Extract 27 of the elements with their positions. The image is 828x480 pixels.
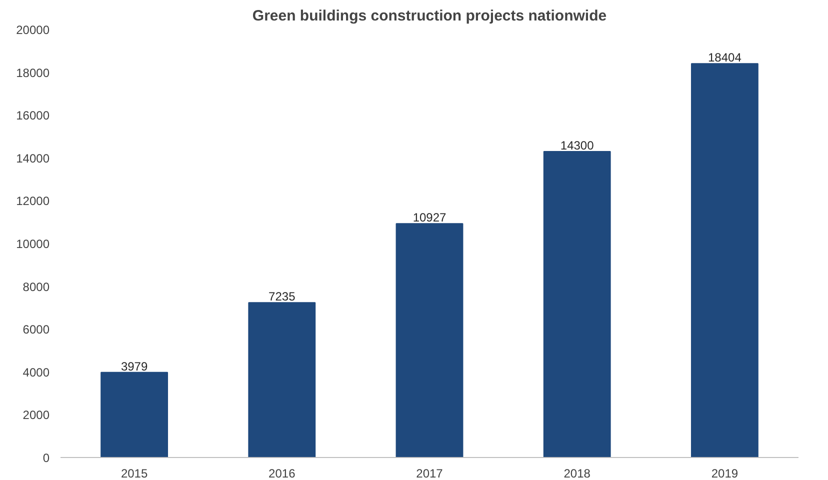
y-tick-label: 2000 <box>22 408 50 422</box>
data-label: 10927 <box>412 210 447 225</box>
x-tick-label: 2018 <box>564 466 591 480</box>
x-tick-label: 2017 <box>416 466 444 480</box>
y-tick-label: 10000 <box>16 237 50 251</box>
bar <box>396 223 464 458</box>
y-tick-label: 18000 <box>16 66 50 80</box>
bar <box>100 372 168 458</box>
data-label: 14300 <box>560 138 594 152</box>
bar <box>690 63 758 458</box>
data-label: 18404 <box>708 50 742 65</box>
y-tick-label: 16000 <box>16 108 50 123</box>
data-label: 7235 <box>268 290 296 304</box>
y-tick-label: 8000 <box>22 280 50 294</box>
chart-title: Green buildings construction projects nationwide <box>252 8 607 24</box>
x-tick-label: 2015 <box>120 466 148 480</box>
data-label: 3979 <box>120 359 148 374</box>
y-tick-label: 0 <box>42 451 50 465</box>
x-tick-label: 2016 <box>268 466 296 480</box>
y-tick-label: 20000 <box>16 23 50 37</box>
y-tick-label: 12000 <box>16 194 50 208</box>
y-tick-label: 4000 <box>22 365 50 380</box>
bar <box>543 150 611 458</box>
x-tick-label: 2019 <box>711 466 738 480</box>
y-tick-label: 6000 <box>22 322 50 337</box>
bar <box>248 302 316 458</box>
y-tick-label: 14000 <box>16 151 50 166</box>
